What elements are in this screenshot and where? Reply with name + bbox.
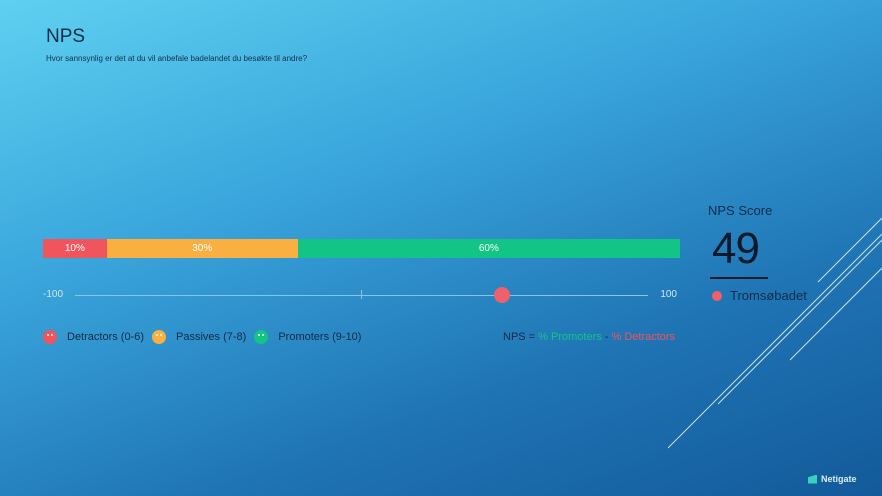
bar-segment-label: 30%	[192, 243, 213, 254]
nps-stacked-bar: 10% 30% 60%	[43, 239, 680, 258]
logo-text: Netigate	[821, 474, 857, 484]
scale-center-tick	[361, 290, 362, 299]
question-text: Hvor sannsynlig er det at du vil anbefal…	[46, 54, 308, 63]
bar-segment-label: 60%	[478, 243, 499, 254]
score-marker	[493, 287, 510, 303]
bar-segment-label: 10%	[64, 243, 85, 254]
nps-scale: -100 100	[43, 287, 680, 303]
bar-segment-promoters: 60%	[297, 239, 680, 258]
bar-segment-passives: 30%	[106, 239, 298, 258]
formula-prefix: NPS =	[503, 331, 539, 343]
netigate-logo-icon	[808, 474, 817, 484]
sad-face-icon	[43, 330, 57, 344]
legend: Detractors (0-6) Passives (7-8) Promoter…	[43, 330, 369, 344]
legend-label: Promoters (9-10)	[278, 331, 362, 343]
score-label: NPS Score	[708, 203, 773, 218]
legend-label: Detractors (0-6)	[67, 331, 145, 343]
score-underline	[710, 277, 768, 279]
legend-item-detractors: Detractors (0-6)	[43, 330, 144, 344]
score-value: 49	[712, 224, 760, 273]
score-series-name: Tromsøbadet	[730, 288, 807, 303]
legend-label: Passives (7-8)	[176, 331, 247, 343]
formula-detractors: % Detractors	[611, 331, 676, 343]
happy-face-icon	[254, 330, 269, 344]
neutral-face-icon	[152, 330, 167, 344]
formula-separator: -	[601, 331, 612, 343]
formula-promoters: % Promoters	[538, 331, 602, 343]
legend-item-promoters: Promoters (9-10)	[254, 330, 361, 344]
scale-max-label: 100	[660, 289, 677, 300]
bar-segment-detractors: 10%	[43, 239, 107, 258]
legend-item-passives: Passives (7-8)	[152, 330, 246, 344]
scale-min-label: -100	[43, 289, 64, 300]
netigate-logo: Netigate	[808, 474, 857, 484]
nps-formula: NPS = % Promoters - % Detractors	[503, 331, 675, 343]
page-title: NPS	[46, 26, 86, 47]
score-series-dot	[712, 291, 722, 301]
